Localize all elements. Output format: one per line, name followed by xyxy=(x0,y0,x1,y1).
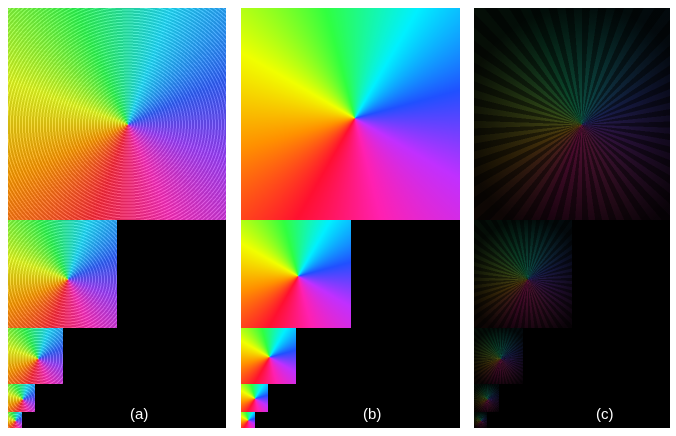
image-tile xyxy=(8,384,36,412)
image-tile xyxy=(8,220,117,328)
image-tile xyxy=(474,412,487,428)
image-tile xyxy=(241,220,351,328)
image-tile xyxy=(474,8,670,220)
panel-label: (b) xyxy=(363,406,382,423)
panel-b: (b) xyxy=(241,8,460,428)
image-tile xyxy=(241,412,256,428)
image-tile xyxy=(241,384,269,412)
image-tile xyxy=(8,412,23,428)
image-tile xyxy=(241,328,296,384)
image-tile xyxy=(8,328,63,384)
panel-a: (a) xyxy=(8,8,226,428)
panel-label: (a) xyxy=(130,406,149,423)
panel-c: (c) xyxy=(474,8,670,428)
panel-label: (c) xyxy=(596,406,614,423)
image-tile xyxy=(474,384,499,412)
image-tile xyxy=(474,328,523,384)
image-tile xyxy=(474,220,572,328)
image-tile xyxy=(241,8,460,220)
image-tile xyxy=(8,8,226,220)
